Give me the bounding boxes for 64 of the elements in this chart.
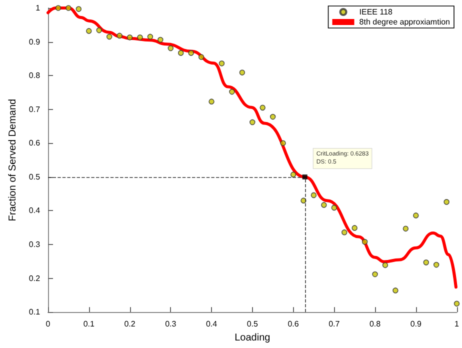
y-tick-label: 1	[36, 4, 41, 12]
point	[168, 45, 174, 52]
x-tick-label: 0.4	[206, 320, 218, 329]
point	[188, 50, 194, 56]
x-tick-label: 0.3	[165, 320, 177, 329]
point	[280, 140, 286, 146]
point	[331, 204, 338, 211]
point	[116, 32, 122, 39]
point	[341, 229, 348, 236]
x-tick-label: 0.7	[328, 320, 340, 329]
point	[290, 172, 296, 178]
point	[382, 262, 388, 268]
point	[260, 104, 266, 111]
x-tick-label: 0.9	[410, 320, 422, 329]
x-tick-label: 0.8	[369, 320, 382, 329]
x-tick-label: 0	[46, 320, 51, 329]
x-tick-label: 1	[454, 320, 460, 329]
point	[178, 50, 184, 56]
y-tick-label: 0.9	[28, 37, 41, 46]
x-tick-label: 0.1	[83, 320, 96, 329]
y-tick-label: 0.5	[28, 172, 41, 182]
x-tick-label: 0.2	[124, 320, 136, 329]
legend-label: 8th degree approxiamtion	[359, 18, 450, 26]
point	[433, 262, 440, 268]
x-axis-title: Loading	[234, 332, 270, 344]
y-tick-label: 0.6	[28, 138, 41, 148]
point	[239, 70, 246, 76]
point	[352, 225, 358, 231]
y-tick-label: 0.7	[28, 104, 41, 114]
point	[413, 212, 419, 218]
point	[362, 238, 368, 245]
point	[444, 199, 450, 205]
point	[147, 34, 154, 40]
point	[86, 28, 92, 34]
y-tick-label: 0.3	[28, 240, 41, 250]
point	[454, 300, 460, 307]
point	[158, 36, 164, 43]
point	[106, 34, 112, 40]
y-tick-label: 0.1	[28, 308, 41, 317]
point	[310, 192, 317, 198]
y-tick-label: 0.8	[28, 71, 41, 80]
point	[55, 5, 62, 11]
legend-label: IEEE 118	[359, 8, 394, 16]
point	[76, 6, 82, 12]
point	[372, 271, 378, 278]
point	[402, 226, 409, 232]
point	[321, 202, 327, 208]
point	[218, 60, 225, 66]
point	[126, 34, 133, 40]
y-axis-title: Fraction of Served Demand	[8, 98, 18, 222]
point	[96, 27, 102, 34]
y-tick-label: 0.2	[28, 274, 41, 283]
point	[198, 54, 204, 60]
point	[250, 119, 256, 126]
point	[66, 5, 72, 11]
y-tick-label: 0.4	[28, 206, 41, 216]
point	[137, 34, 143, 40]
point	[423, 260, 430, 266]
point	[208, 98, 214, 104]
x-tick-label: 0.6	[288, 320, 300, 329]
point	[270, 114, 276, 120]
x-tick-label: 0.5	[246, 320, 259, 329]
point	[229, 88, 235, 95]
point	[392, 288, 398, 294]
